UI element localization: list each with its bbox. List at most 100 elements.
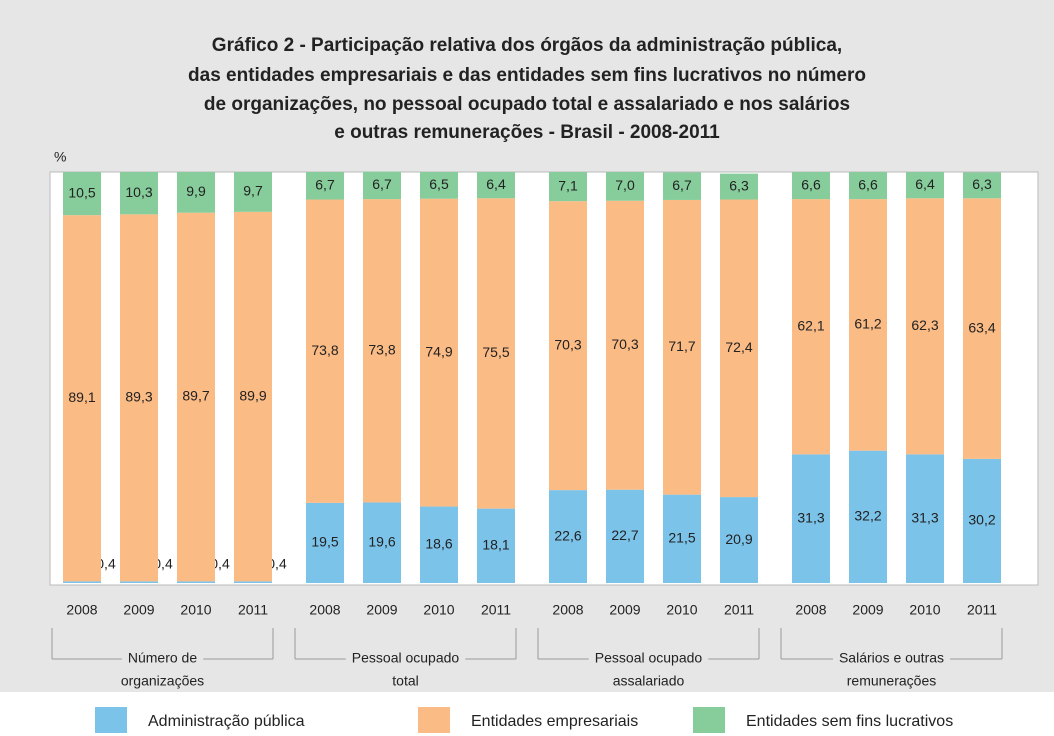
bar-segment	[663, 494, 701, 583]
bar-segment	[906, 172, 944, 199]
data-label: 19,5	[311, 534, 338, 550]
data-label: 6,7	[672, 177, 692, 193]
bar-segment	[363, 171, 401, 200]
x-tick-label: 2008	[309, 602, 340, 618]
data-label: 30,2	[968, 512, 995, 528]
bar-segment	[63, 172, 101, 216]
bar-segment	[177, 581, 215, 583]
bar-segment	[477, 508, 515, 583]
x-tick-label: 2011	[724, 602, 754, 618]
data-label: 71,7	[668, 338, 695, 354]
bar-segment	[792, 172, 830, 200]
bar-segment	[420, 506, 458, 583]
data-label: 19,6	[368, 533, 395, 549]
bar-segment	[420, 198, 458, 507]
x-tick-label: 2010	[423, 602, 454, 618]
bar-segment	[792, 199, 830, 455]
x-tick-label: 2011	[238, 602, 268, 618]
data-label: 72,4	[725, 339, 752, 355]
bar-segment	[306, 502, 344, 583]
bar-segment	[906, 454, 944, 583]
data-label: 10,5	[68, 184, 95, 200]
data-label: 89,7	[182, 388, 209, 404]
bar-segment	[906, 198, 944, 455]
data-label: 9,7	[243, 183, 263, 199]
data-label: 20,9	[725, 531, 752, 547]
data-label: 18,1	[482, 537, 509, 553]
bar-segment	[849, 450, 887, 583]
bar-segment	[234, 211, 272, 582]
bar-segment	[792, 454, 830, 583]
bar-segment	[306, 199, 344, 503]
data-label: 6,7	[315, 176, 335, 192]
data-label: 62,3	[911, 317, 938, 333]
data-label: 89,3	[125, 389, 152, 405]
data-label: 6,7	[372, 176, 392, 192]
bar-segment	[306, 172, 344, 200]
data-label: 7,1	[558, 177, 578, 193]
bar-segment	[606, 172, 644, 201]
data-label: 70,3	[554, 336, 581, 352]
data-label: 74,9	[425, 343, 452, 359]
data-label: 89,9	[239, 387, 266, 403]
data-label: 61,2	[854, 316, 881, 332]
group-label: Pessoal ocupado	[352, 650, 460, 666]
legend-label: Administração pública	[148, 713, 305, 730]
data-label: 10,3	[125, 184, 152, 200]
group-label: organizações	[121, 673, 204, 689]
data-label: 75,5	[482, 344, 509, 360]
legend-swatch	[95, 707, 127, 733]
y-axis-label: %	[54, 149, 66, 165]
bar-segment	[363, 502, 401, 583]
bar-segment	[420, 172, 458, 199]
bar-segment	[606, 489, 644, 583]
bar-segment	[63, 581, 101, 583]
data-label: 62,1	[797, 317, 824, 333]
group-label: Número de	[128, 650, 197, 666]
data-label: 7,0	[615, 177, 635, 193]
bar-segment	[606, 200, 644, 490]
bar-segment	[663, 199, 701, 495]
x-tick-label: 2009	[366, 602, 397, 618]
data-label: 31,3	[911, 509, 938, 525]
data-label: 18,6	[425, 535, 452, 551]
bar-segment	[849, 172, 887, 200]
data-label: 73,8	[311, 342, 338, 358]
data-label: 32,2	[854, 508, 881, 524]
bar-segment	[720, 497, 758, 583]
x-tick-label: 2010	[180, 602, 211, 618]
bar-segment	[63, 215, 101, 582]
bar-segment	[720, 173, 758, 200]
x-tick-label: 2010	[909, 602, 940, 618]
bar-segment	[963, 458, 1001, 583]
data-label: 6,4	[915, 176, 935, 192]
chart-title: e outras remunerações - Brasil - 2008-20…	[334, 122, 720, 143]
bar-segment	[234, 581, 272, 583]
bar-segment	[177, 212, 215, 582]
data-label: 6,3	[972, 176, 992, 192]
chart-title: de organizações, no pessoal ocupado tota…	[204, 94, 850, 115]
legend-label: Entidades sem fins lucrativos	[746, 713, 953, 730]
x-tick-label: 2008	[795, 602, 826, 618]
group-label: Salários e outras	[839, 650, 944, 666]
x-tick-label: 2009	[852, 602, 883, 618]
x-tick-label: 2008	[66, 602, 97, 618]
bar-segment	[549, 490, 587, 583]
x-tick-label: 2011	[967, 602, 997, 618]
data-label: 89,1	[68, 389, 95, 405]
data-label: 21,5	[668, 530, 695, 546]
bar-segment	[963, 198, 1001, 459]
data-label: 0,4	[153, 556, 173, 572]
bar-segment	[549, 201, 587, 491]
bar-segment	[234, 172, 272, 212]
group-label: assalariado	[613, 673, 685, 689]
bar-segment	[120, 172, 158, 215]
data-label: 22,7	[611, 527, 638, 543]
bar-segment	[549, 172, 587, 202]
chart-title: Gráfico 2 - Participação relativa dos ór…	[212, 35, 842, 56]
data-label: 6,3	[729, 177, 749, 193]
data-label: 9,9	[186, 183, 206, 199]
group-label: Pessoal ocupado	[595, 650, 703, 666]
bar-segment	[477, 198, 515, 509]
